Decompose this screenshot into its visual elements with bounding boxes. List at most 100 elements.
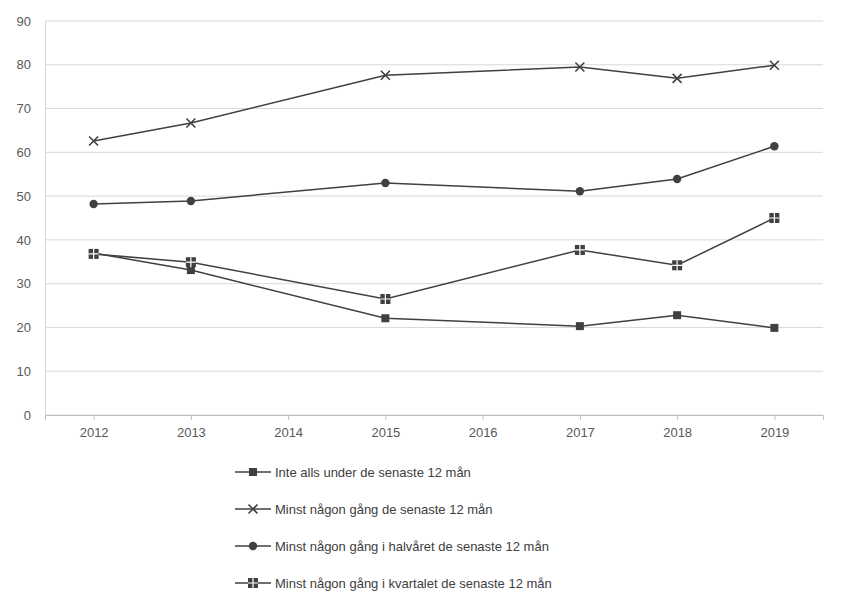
grid-line	[45, 21, 823, 22]
grid-line	[45, 371, 823, 372]
x-tick-label: 2016	[469, 425, 498, 440]
y-tick: 10	[17, 364, 45, 379]
x-tick-label: 2012	[80, 425, 109, 440]
x-tick-label: 2017	[566, 425, 595, 440]
legend-label: Minst någon gång de senaste 12 mån	[275, 502, 493, 517]
x-tick-label: 2015	[371, 425, 400, 440]
x-tick-mark	[94, 415, 95, 420]
marker	[89, 200, 97, 208]
y-tick: 60	[17, 145, 45, 160]
marker-part	[186, 119, 195, 128]
x-tick: 2018	[663, 415, 692, 440]
marker-part	[380, 294, 390, 304]
legend-label: Minst någon gång i halvåret de senaste 1…	[275, 539, 549, 554]
grid-line	[45, 239, 823, 240]
legend-item: Minst någon gång de senaste 12 mån	[235, 502, 493, 517]
legend-item: Inte alls under de senaste 12 mån	[235, 465, 471, 480]
series-line	[94, 65, 775, 141]
x-tick-mark	[191, 415, 192, 420]
marker	[186, 257, 196, 267]
marker-part	[187, 197, 195, 205]
marker-part	[249, 542, 257, 550]
legend-item: Minst någon gång i halvåret de senaste 1…	[235, 539, 549, 554]
y-tick: 30	[17, 276, 45, 291]
marker-part	[248, 578, 258, 588]
marker	[186, 119, 195, 128]
marker	[576, 187, 584, 195]
legend-marker	[249, 468, 257, 476]
x-tick: 2013	[177, 415, 206, 440]
marker-part	[248, 578, 258, 588]
marker	[770, 324, 778, 332]
marker-part	[89, 249, 99, 259]
marker-part	[769, 213, 779, 223]
marker	[575, 62, 584, 71]
x-tick: 2017	[566, 415, 595, 440]
y-tick-label: 70	[17, 101, 31, 116]
marker-part	[89, 249, 99, 259]
marker	[575, 245, 585, 255]
grid-line	[45, 327, 823, 328]
marker-part	[672, 260, 682, 270]
series-line	[94, 218, 775, 299]
marker-part	[769, 213, 779, 223]
y-tick-label: 40	[17, 233, 31, 248]
y-tick-label: 30	[17, 276, 31, 291]
legend-marker	[248, 578, 258, 588]
y-tick-label: 60	[17, 145, 31, 160]
plot: 0102030405060708090201220132014201520162…	[17, 14, 824, 441]
marker-part	[673, 311, 681, 319]
legend-marker	[249, 542, 257, 550]
grid-line	[45, 283, 823, 284]
marker	[187, 266, 195, 274]
marker-part	[249, 468, 257, 476]
y-tick: 40	[17, 233, 45, 248]
legend-item: Minst någon gång i kvartalet de senaste …	[235, 576, 552, 591]
y-tick-label: 80	[17, 57, 31, 72]
legend-label: Inte alls under de senaste 12 mån	[275, 465, 471, 480]
grid-line	[45, 152, 823, 153]
x-axis-line	[46, 416, 824, 421]
x-tick: 2012	[80, 415, 109, 440]
marker	[89, 136, 98, 145]
x-tick-label: 2019	[760, 425, 789, 440]
legend-marker	[249, 505, 258, 514]
marker	[770, 142, 778, 150]
y-tick-label: 90	[17, 14, 31, 29]
marker	[673, 311, 681, 319]
y-tick: 80	[17, 57, 45, 72]
series-line	[94, 146, 775, 204]
y-tick: 90	[17, 14, 45, 29]
x-tick-label: 2014	[274, 425, 303, 440]
x-tick-mark	[774, 415, 775, 420]
x-tick-mark	[677, 415, 678, 420]
marker-part	[770, 324, 778, 332]
marker-part	[576, 322, 584, 330]
y-tick-label: 0	[24, 408, 31, 423]
marker-part	[381, 314, 389, 322]
marker-part	[673, 175, 681, 183]
marker-part	[381, 71, 390, 80]
marker	[672, 260, 682, 270]
legend-label: Minst någon gång i kvartalet de senaste …	[275, 576, 552, 591]
marker-part	[576, 187, 584, 195]
marker-part	[672, 260, 682, 270]
y-tick-label: 10	[17, 364, 31, 379]
grid-line	[45, 196, 823, 197]
marker	[673, 175, 681, 183]
y-tick: 0	[24, 408, 45, 423]
marker	[381, 179, 389, 187]
x-tick: 2019	[760, 415, 789, 440]
legend: Inte alls under de senaste 12 mån Minst n…	[235, 465, 552, 591]
y-tick-label: 20	[17, 320, 31, 335]
y-tick: 70	[17, 101, 45, 116]
marker-part	[186, 257, 196, 267]
x-axis: 2012 2013 2014 2015 2016 2017 2018 2019	[46, 415, 824, 440]
series-group	[89, 61, 780, 332]
x-tick-mark	[580, 415, 581, 420]
y-axis: 0102030405060708090	[17, 14, 46, 423]
marker-part	[673, 74, 682, 83]
marker	[769, 213, 779, 223]
x-tick-label: 2013	[177, 425, 206, 440]
marker	[381, 314, 389, 322]
